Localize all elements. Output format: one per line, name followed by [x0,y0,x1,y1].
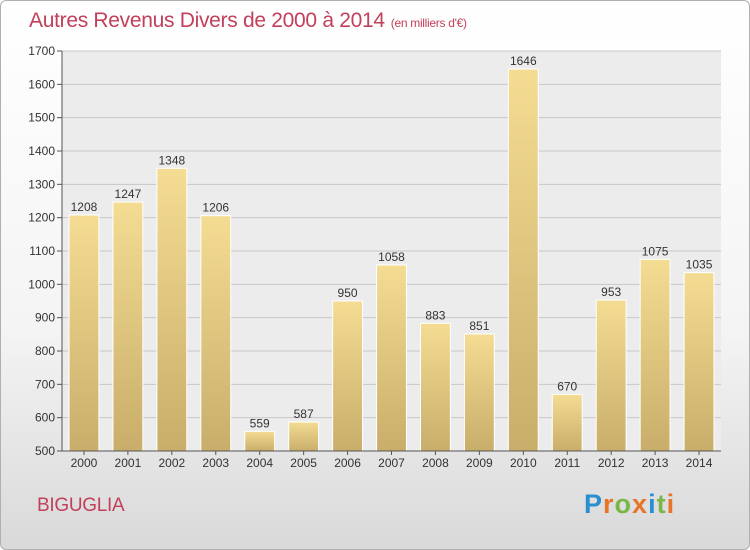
x-tick-label: 2012 [598,456,625,470]
x-tick-label: 2008 [422,456,449,470]
data-label: 1348 [158,153,185,167]
x-tick-label: 2013 [642,456,669,470]
x-tick-label: 2000 [71,456,98,470]
logo-letter: t [656,489,667,519]
y-tick-label: 800 [35,344,55,358]
x-tick-label: 2010 [510,456,537,470]
x-tick-label: 2002 [158,456,185,470]
y-tick-label: 1400 [28,144,55,158]
bar-2006 [332,300,364,452]
proxiti-logo: Proxiti [584,489,675,520]
y-tick-label: 1500 [28,111,55,125]
x-tick-label: 2014 [686,456,713,470]
bar-2010 [507,68,539,452]
bar-2009 [463,333,495,452]
bar-2011 [551,393,583,452]
y-tick-label: 700 [35,377,55,391]
commune-name: BIGUGLIA [37,495,125,516]
data-label: 1035 [686,258,713,272]
data-label: 587 [294,407,314,421]
chart-title: Autres Revenus Divers de 2000 à 2014 (en … [29,9,467,33]
bar-2000 [68,214,100,452]
logo-letter: o [614,489,633,519]
data-label: 1208 [71,200,98,214]
y-tick-label: 1200 [28,211,55,225]
x-tick-label: 2007 [378,456,405,470]
y-tick-label: 1600 [28,77,55,91]
x-tick-label: 2001 [115,456,142,470]
logo-letter: i [648,489,657,519]
logo-letter: i [666,489,676,519]
y-tick-label: 1700 [28,44,55,58]
bar-2008 [419,322,451,452]
bar-2004 [244,430,276,452]
data-label: 670 [557,379,577,393]
x-tick-label: 2005 [290,456,317,470]
bar-2012 [595,299,627,452]
data-label: 559 [250,416,270,430]
y-tick-label: 900 [35,311,55,325]
data-label: 1646 [510,54,537,68]
bar-2002 [156,167,188,452]
logo-letter: P [584,489,604,519]
chart-title-text: Autres Revenus Divers de 2000 à 2014 [29,9,385,32]
bar-2013 [639,258,671,452]
y-tick-label: 500 [35,444,55,458]
x-tick-label: 2006 [334,456,361,470]
x-tick-label: 2003 [202,456,229,470]
x-tick-label: 2004 [246,456,273,470]
logo-letter: r [603,489,615,519]
x-tick-label: 2009 [466,456,493,470]
logo-letter: x [632,489,649,519]
data-label: 1075 [642,244,669,258]
bar-2007 [376,264,407,452]
y-tick-label: 600 [35,411,55,425]
data-label: 883 [425,308,445,322]
y-tick-label: 1300 [28,177,55,191]
data-label: 950 [338,286,358,300]
bar-2001 [112,201,144,452]
bar-2014 [683,272,715,452]
data-label: 1206 [202,201,229,215]
data-label: 1247 [115,187,142,201]
y-tick-label: 1100 [29,244,55,258]
data-label: 953 [601,285,621,299]
x-tick-label: 2011 [554,456,580,470]
data-label: 1058 [378,250,405,264]
y-tick-label: 1000 [28,277,55,291]
bar-2005 [288,421,320,452]
chart-unit: (en milliers d'€) [390,16,467,30]
bar-2003 [200,215,232,452]
data-label: 851 [469,319,489,333]
